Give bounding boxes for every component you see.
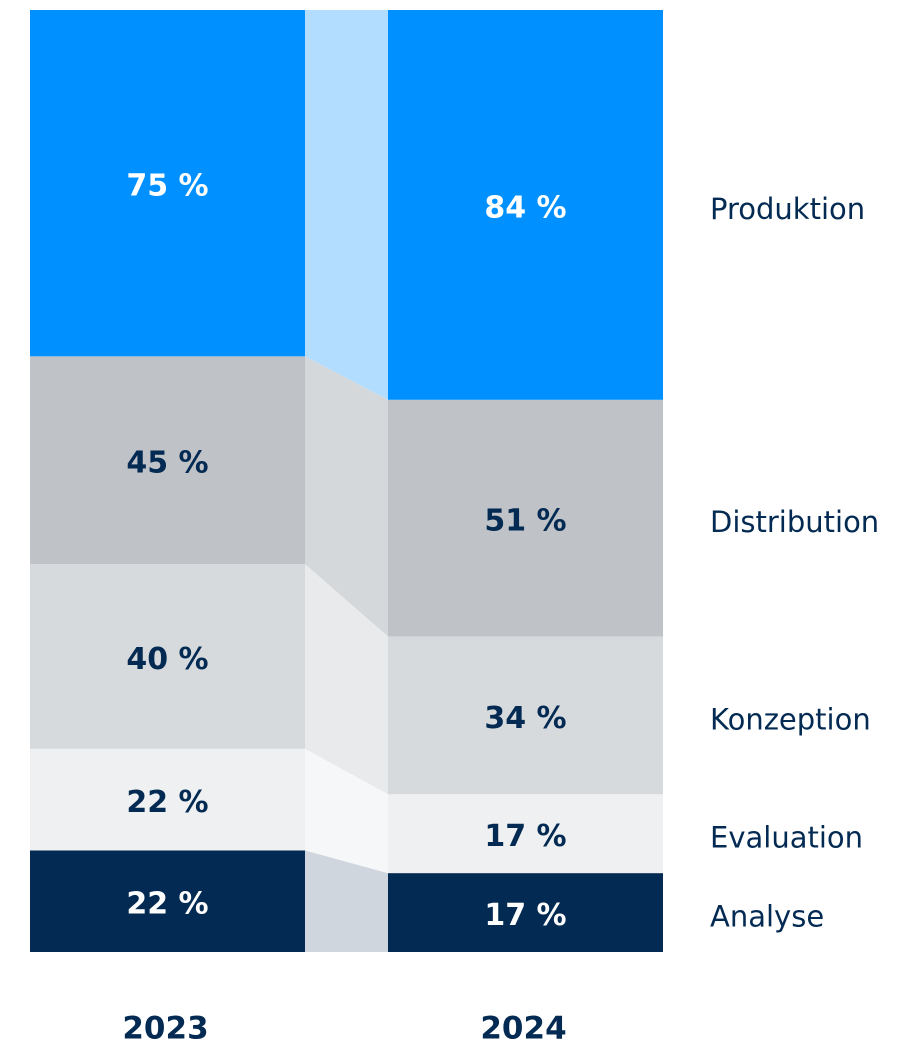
value-label: 51 %	[484, 504, 566, 539]
bar-segment	[388, 636, 663, 795]
value-label: 84 %	[484, 190, 566, 225]
connector	[305, 748, 388, 874]
x-tick-label: 2023	[122, 1011, 208, 1046]
bar-segment	[30, 10, 305, 357]
value-label: 40 %	[126, 642, 208, 677]
bar-segment	[388, 399, 663, 637]
bar-segment	[30, 850, 305, 952]
legend-label: Produktion	[710, 192, 865, 226]
value-label: 45 %	[126, 446, 208, 481]
bar-segment	[388, 873, 663, 952]
connector	[305, 850, 388, 952]
bar-segment	[388, 10, 663, 400]
value-label: 22 %	[126, 785, 208, 820]
legend-label: Analyse	[710, 900, 824, 934]
x-tick-label: 2024	[480, 1011, 566, 1046]
bar-segment	[30, 564, 305, 749]
legend-label: Distribution	[710, 505, 879, 539]
legend-label: Evaluation	[710, 821, 863, 855]
value-label: 75 %	[126, 169, 208, 204]
value-label: 22 %	[126, 887, 208, 922]
connector	[305, 564, 388, 795]
bar-segment	[388, 794, 663, 874]
connector	[305, 356, 388, 637]
bar-segment	[30, 748, 305, 851]
bar-segment	[30, 356, 305, 565]
value-label: 17 %	[484, 819, 566, 854]
connector	[305, 10, 388, 400]
legend-label: Konzeption	[710, 702, 871, 736]
value-label: 34 %	[484, 701, 566, 736]
value-label: 17 %	[484, 898, 566, 933]
